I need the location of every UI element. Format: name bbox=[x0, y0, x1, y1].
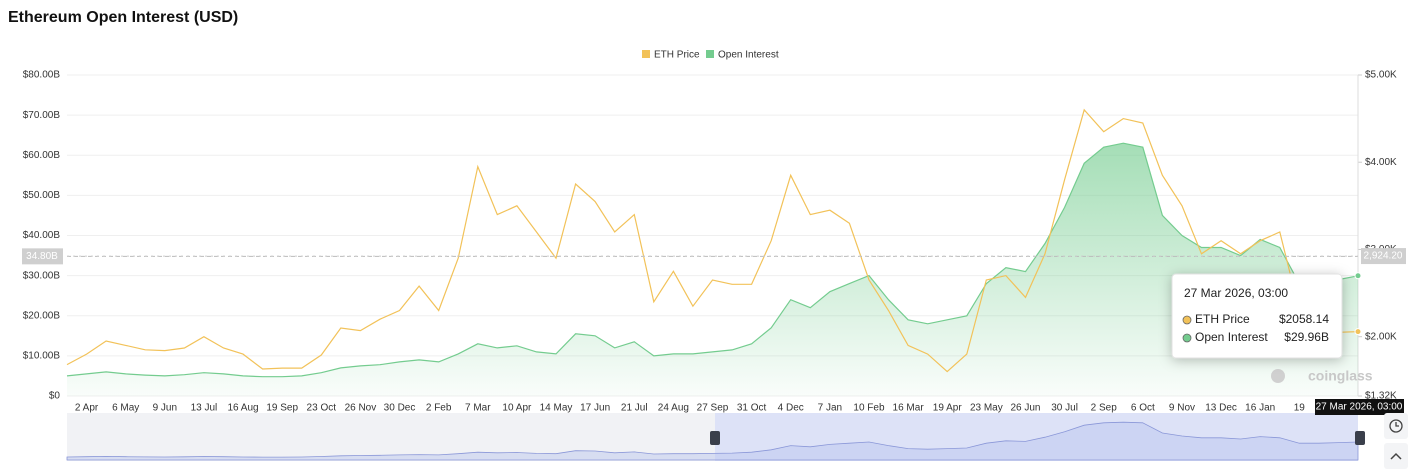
x-tick-label: 21 Jul bbox=[621, 403, 648, 414]
area-fill bbox=[67, 143, 1358, 396]
series-line bbox=[66, 108, 1359, 373]
y-tick-label: $40.00B bbox=[23, 230, 61, 241]
overlay: 34.80B 2,924.20 27 Mar 2026, 03:00 bbox=[22, 248, 1406, 445]
clock-hands bbox=[1395, 422, 1399, 427]
tooltip-dot bbox=[1182, 315, 1192, 325]
hover-point bbox=[1354, 272, 1362, 280]
x-tick-label: 16 Jan bbox=[1245, 403, 1275, 414]
x-tick-label: 23 Oct bbox=[307, 403, 337, 414]
x-tick-label: 27 Sep bbox=[697, 403, 729, 414]
legend-label[interactable]: ETH Price bbox=[654, 50, 700, 61]
x-tick-label: 14 May bbox=[540, 403, 573, 414]
chevron-up-icon bbox=[1390, 452, 1402, 460]
x-tick-label: 23 May bbox=[970, 403, 1003, 414]
y-tick-label: $50.00B bbox=[23, 190, 61, 201]
x-tick-label: 17 Jun bbox=[580, 403, 610, 414]
crosshair-label: 2,924.20 bbox=[1364, 251, 1403, 262]
x-tick-label: 24 Aug bbox=[658, 403, 689, 414]
y2-tick-label: $4.00K bbox=[1365, 157, 1397, 168]
x-tick-label: 10 Feb bbox=[853, 403, 885, 414]
crosshair-label-box bbox=[1361, 248, 1406, 265]
y2-tick-label: $2.00K bbox=[1365, 331, 1397, 342]
tooltip-value: $29.96B bbox=[1284, 330, 1329, 344]
y-tick-label: $0 bbox=[49, 391, 61, 402]
plot: $0 $10.00B $20.00B $30.00B $40.00B $50.00B $60… bbox=[23, 70, 1397, 461]
y2-tick-label: $1.32K bbox=[1365, 391, 1397, 402]
x-tick-label: 6 Oct bbox=[1131, 403, 1155, 414]
y-tick-label: $10.00B bbox=[23, 351, 61, 362]
y-tick-label: $80.00B bbox=[23, 70, 61, 81]
x-tick-label: 10 Apr bbox=[502, 403, 532, 414]
tooltip-value: $2058.14 bbox=[1279, 312, 1329, 326]
crosshair-label-box bbox=[22, 248, 63, 265]
tooltip-box bbox=[1171, 273, 1343, 359]
navigator-selection bbox=[715, 413, 1358, 461]
x-tick-label: 9 Jun bbox=[153, 403, 177, 414]
x-tick-label: 13 Jul bbox=[191, 403, 218, 414]
navigator-handle[interactable] bbox=[1355, 431, 1365, 445]
x-tick-label: 30 Dec bbox=[384, 403, 416, 414]
x-tick-label: 31 Oct bbox=[737, 403, 767, 414]
x-tick-label: 2 Feb bbox=[426, 403, 452, 414]
x-tick-label: 4 Dec bbox=[778, 403, 804, 414]
x-tick-label: 2 Sep bbox=[1091, 403, 1118, 414]
tooltip-title: 27 Mar 2026, 03:00 bbox=[1184, 286, 1288, 300]
x-tick-label: 7 Jan bbox=[818, 403, 842, 414]
tooltip-dot bbox=[1182, 333, 1192, 343]
x-tick-label: 26 Jun bbox=[1010, 403, 1040, 414]
y-tick-label: $70.00B bbox=[23, 110, 61, 121]
legend: ETH Price Open Interest bbox=[642, 50, 779, 61]
collapse-button[interactable] bbox=[1384, 443, 1408, 469]
y-tick-label: $20.00B bbox=[23, 310, 61, 321]
x-tick-label: 6 May bbox=[112, 403, 139, 414]
y-tick-label: $60.00B bbox=[23, 150, 61, 161]
x-tick-label: 13 Dec bbox=[1205, 403, 1237, 414]
legend-label[interactable]: Open Interest bbox=[718, 50, 779, 61]
x-tick-label: 26 Nov bbox=[345, 403, 377, 414]
tooltip: 27 Mar 2026, 03:00 ETH Price $2058.14 Op… bbox=[1171, 273, 1343, 359]
x-tick-label: 16 Mar bbox=[893, 403, 925, 414]
side-buttons bbox=[1384, 413, 1408, 469]
tooltip-name: Open Interest bbox=[1195, 330, 1268, 344]
crosshair-label: 34.80B bbox=[26, 251, 58, 262]
crosshair-date-box bbox=[1315, 399, 1404, 415]
y2-tick-label: $5.00K bbox=[1365, 70, 1397, 81]
crosshair-date: 27 Mar 2026, 03:00 bbox=[1316, 402, 1403, 413]
x-tick-label: 19 bbox=[1294, 403, 1306, 414]
tooltip-name: ETH Price bbox=[1195, 312, 1250, 326]
x-tick-label: 19 Apr bbox=[933, 403, 963, 414]
legend-swatch bbox=[706, 50, 714, 58]
navigator-area bbox=[66, 421, 1359, 461]
navigator-handle[interactable] bbox=[710, 431, 720, 445]
chart-title: Ethereum Open Interest (USD) bbox=[8, 9, 238, 26]
x-tick-label: 30 Jul bbox=[1051, 403, 1078, 414]
hover-point bbox=[1354, 328, 1362, 336]
x-tick-label: 2 Apr bbox=[75, 403, 99, 414]
y-tick-label: $30.00B bbox=[23, 270, 61, 281]
x-tick-label: 19 Sep bbox=[266, 403, 298, 414]
x-tick-label: 16 Aug bbox=[227, 403, 258, 414]
x-tick-label: 9 Nov bbox=[1169, 403, 1195, 414]
x-tick-label: 7 Mar bbox=[465, 403, 491, 414]
watermark-icon bbox=[1271, 369, 1285, 383]
watermark: coinglass bbox=[1308, 368, 1373, 384]
legend-swatch bbox=[642, 50, 650, 58]
clock-icon bbox=[1389, 419, 1403, 433]
series-line bbox=[66, 142, 1359, 378]
